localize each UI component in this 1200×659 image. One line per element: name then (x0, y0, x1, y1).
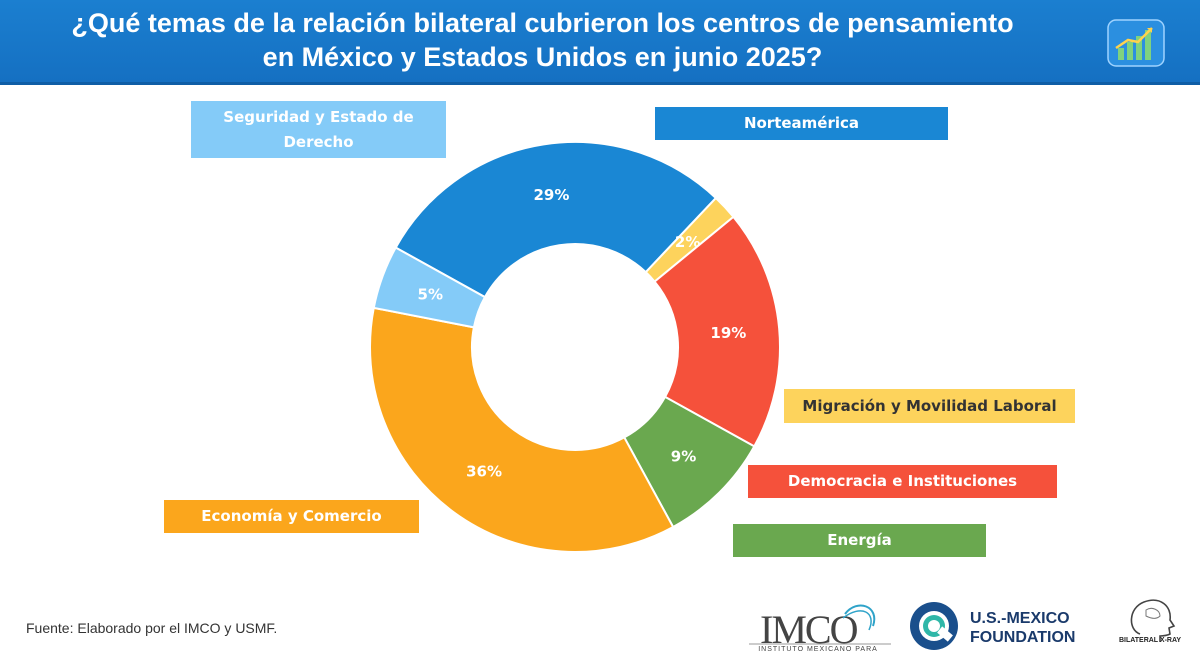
legend-label-democracia: Democracia e Instituciones (787, 472, 1018, 490)
page-title: ¿Qué temas de la relación bilateral cubr… (0, 6, 1085, 74)
legend-label-energia: Energía (827, 531, 892, 549)
imco-swoosh-icon (749, 604, 891, 645)
title-line-2: en México y Estados Unidos en junio 2025… (262, 42, 823, 72)
bar-chart-growth-icon (1107, 19, 1165, 67)
usmf-logo-text: U.S.-MEXICO FOUNDATION (970, 609, 1075, 647)
header-bar: ¿Qué temas de la relación bilateral cubr… (0, 0, 1200, 85)
legend-democracia: Democracia e Instituciones (748, 465, 1057, 498)
usmf-line-2: FOUNDATION (970, 629, 1076, 646)
legend-economia: Economía y Comercio (164, 500, 419, 533)
data-label-seguridad: 5% (418, 285, 443, 303)
legend-norteamerica: Norteamérica (655, 107, 948, 140)
slice-economia (369, 306, 675, 553)
source-note: Fuente: Elaborado por el IMCO y USMF. (26, 620, 278, 636)
legend-label-economia: Economía y Comercio (201, 507, 382, 525)
imco-logo: IMCO (760, 607, 858, 652)
data-label-economia: 36% (466, 462, 502, 480)
legend-energia: Energía (733, 524, 986, 557)
usmf-logo-icon (910, 602, 958, 650)
slice-seguridad (372, 246, 487, 329)
legend-label-norteamerica: Norteamérica (743, 114, 860, 132)
imco-subtitle: INSTITUTO MEXICANO PARA (758, 646, 878, 653)
data-label-migracion: 2% (675, 233, 700, 251)
head-profile-icon (1130, 599, 1176, 642)
data-label-norteamerica: 29% (533, 186, 569, 204)
data-label-democracia: 19% (710, 324, 746, 342)
legend-seguridad: Seguridad y Estado de Derecho (191, 101, 446, 158)
data-label-energia: 9% (671, 447, 696, 465)
title-line-1: ¿Qué temas de la relación bilateral cubr… (71, 8, 1014, 38)
legend-label-seguridad: Seguridad y Estado de Derecho (223, 107, 414, 151)
legend-migracion: Migración y Movilidad Laboral (784, 389, 1075, 423)
usmf-line-1: U.S.-MEXICO (970, 610, 1070, 627)
xray-logo-label: BILATERAL X-RAY (1118, 637, 1182, 644)
legend-label-migracion: Migración y Movilidad Laboral (802, 396, 1057, 415)
slice-norteamerica (394, 141, 718, 299)
slice-democracia (653, 215, 781, 448)
